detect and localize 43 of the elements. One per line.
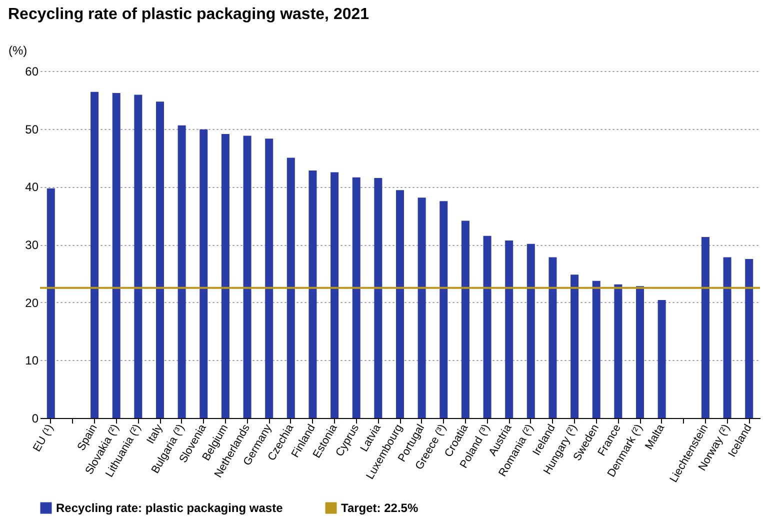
y-tick-label: 40	[25, 180, 39, 194]
bar	[286, 158, 295, 418]
bar	[701, 236, 710, 418]
bar	[440, 201, 448, 418]
y-tick-label: 50	[25, 122, 39, 136]
legend-label: Recycling rate: plastic packaging waste	[56, 501, 284, 515]
bar	[112, 92, 120, 418]
bar	[723, 257, 732, 418]
bar	[156, 102, 164, 418]
bar	[265, 138, 274, 418]
bar	[505, 240, 514, 418]
y-tick-label: 20	[25, 296, 39, 310]
bar	[461, 220, 470, 418]
bar	[592, 280, 600, 418]
bar	[526, 244, 535, 418]
bar	[658, 300, 666, 418]
bar	[483, 236, 492, 418]
y-tick-label: 30	[25, 238, 39, 252]
y-tick-label: 10	[25, 354, 39, 368]
bar	[418, 198, 426, 418]
bar	[352, 177, 360, 418]
bar	[396, 190, 404, 418]
bar	[614, 284, 622, 418]
bar	[134, 94, 142, 418]
bar	[221, 134, 230, 418]
y-tick-label: 60	[25, 64, 39, 78]
bar	[330, 172, 339, 418]
bar	[200, 129, 208, 418]
bar	[745, 258, 754, 418]
bar	[243, 136, 252, 418]
bar	[308, 170, 317, 418]
bar	[548, 257, 557, 418]
y-tick-label: 0	[32, 412, 39, 426]
bar	[374, 178, 382, 418]
bar	[90, 92, 99, 418]
bar	[636, 286, 644, 418]
chart-title: Recycling rate of plastic packaging waste, 2021	[8, 6, 370, 23]
y-axis-title: (%)	[8, 44, 28, 58]
bar	[570, 274, 579, 418]
bar	[46, 188, 55, 418]
legend-label: Target: 22.5%	[341, 501, 418, 515]
bar	[178, 125, 186, 418]
x-tick-label: EU (¹)	[31, 422, 56, 454]
